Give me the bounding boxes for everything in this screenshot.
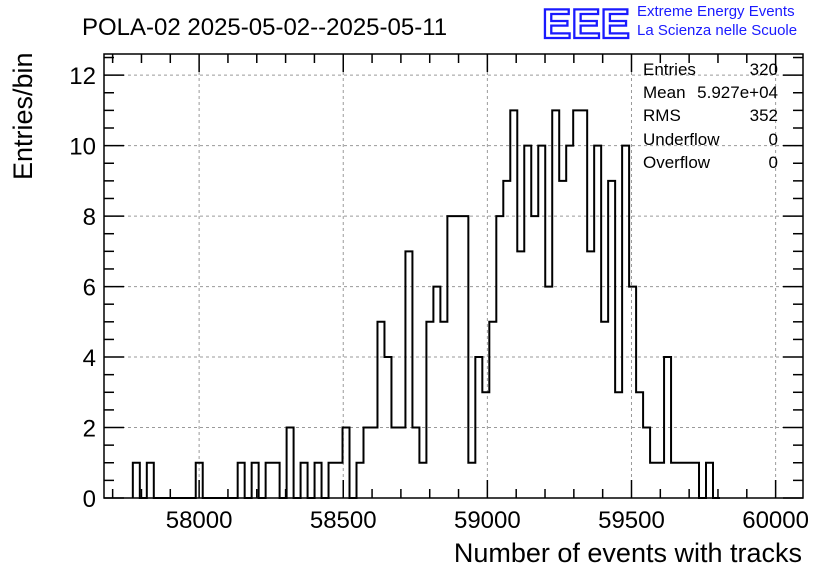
stats-mean-value: 5.927e+04 (697, 83, 778, 102)
stats-rms-label: RMS (643, 106, 681, 125)
stats-entries-label: Entries (643, 60, 696, 79)
stats-entries-value: 320 (750, 60, 778, 79)
plot-frame (103, 53, 804, 499)
stats-underflow-label: Underflow (643, 130, 720, 149)
y-tick-label: 0 (83, 486, 96, 513)
stats-underflow-value: 0 (769, 130, 778, 149)
x-tick-label: 58500 (310, 507, 377, 534)
x-axis-label: Number of events with tracks (454, 538, 802, 568)
eee-logo-mark: EEE (542, 0, 630, 47)
grid-lines (104, 54, 803, 498)
y-tick-label: 10 (69, 134, 96, 161)
x-tick-labels: 58000 58500 59000 59500 60000 (166, 507, 809, 534)
y-tick-labels: 0 2 4 6 8 10 12 (69, 63, 96, 513)
y-tick-label: 12 (69, 63, 96, 90)
y-tick-label: 8 (83, 204, 96, 231)
x-tick-label: 58000 (166, 507, 233, 534)
logo-line-1: Extreme Energy Events (637, 3, 795, 20)
y-tick-label: 2 (83, 416, 96, 443)
x-tick-label: 59000 (454, 507, 521, 534)
stats-overflow-label: Overflow (643, 153, 711, 172)
stats-rms-value: 352 (750, 106, 778, 125)
axis-ticks (104, 54, 803, 499)
stats-mean-label: Mean (643, 83, 686, 102)
logo-line-2: La Scienza nelle Scuole (637, 22, 798, 39)
y-tick-label: 6 (83, 275, 96, 302)
stats-overflow-value: 0 (769, 153, 778, 172)
y-tick-label: 4 (83, 345, 96, 372)
y-axis-label: Entries/bin (8, 52, 38, 180)
x-tick-label: 59500 (598, 507, 665, 534)
chart-title: POLA-02 2025-05-02--2025-05-11 (82, 14, 447, 41)
stats-box: Entries 320 Mean 5.927e+04 RMS 352 Under… (643, 60, 778, 172)
x-tick-label: 60000 (742, 507, 809, 534)
